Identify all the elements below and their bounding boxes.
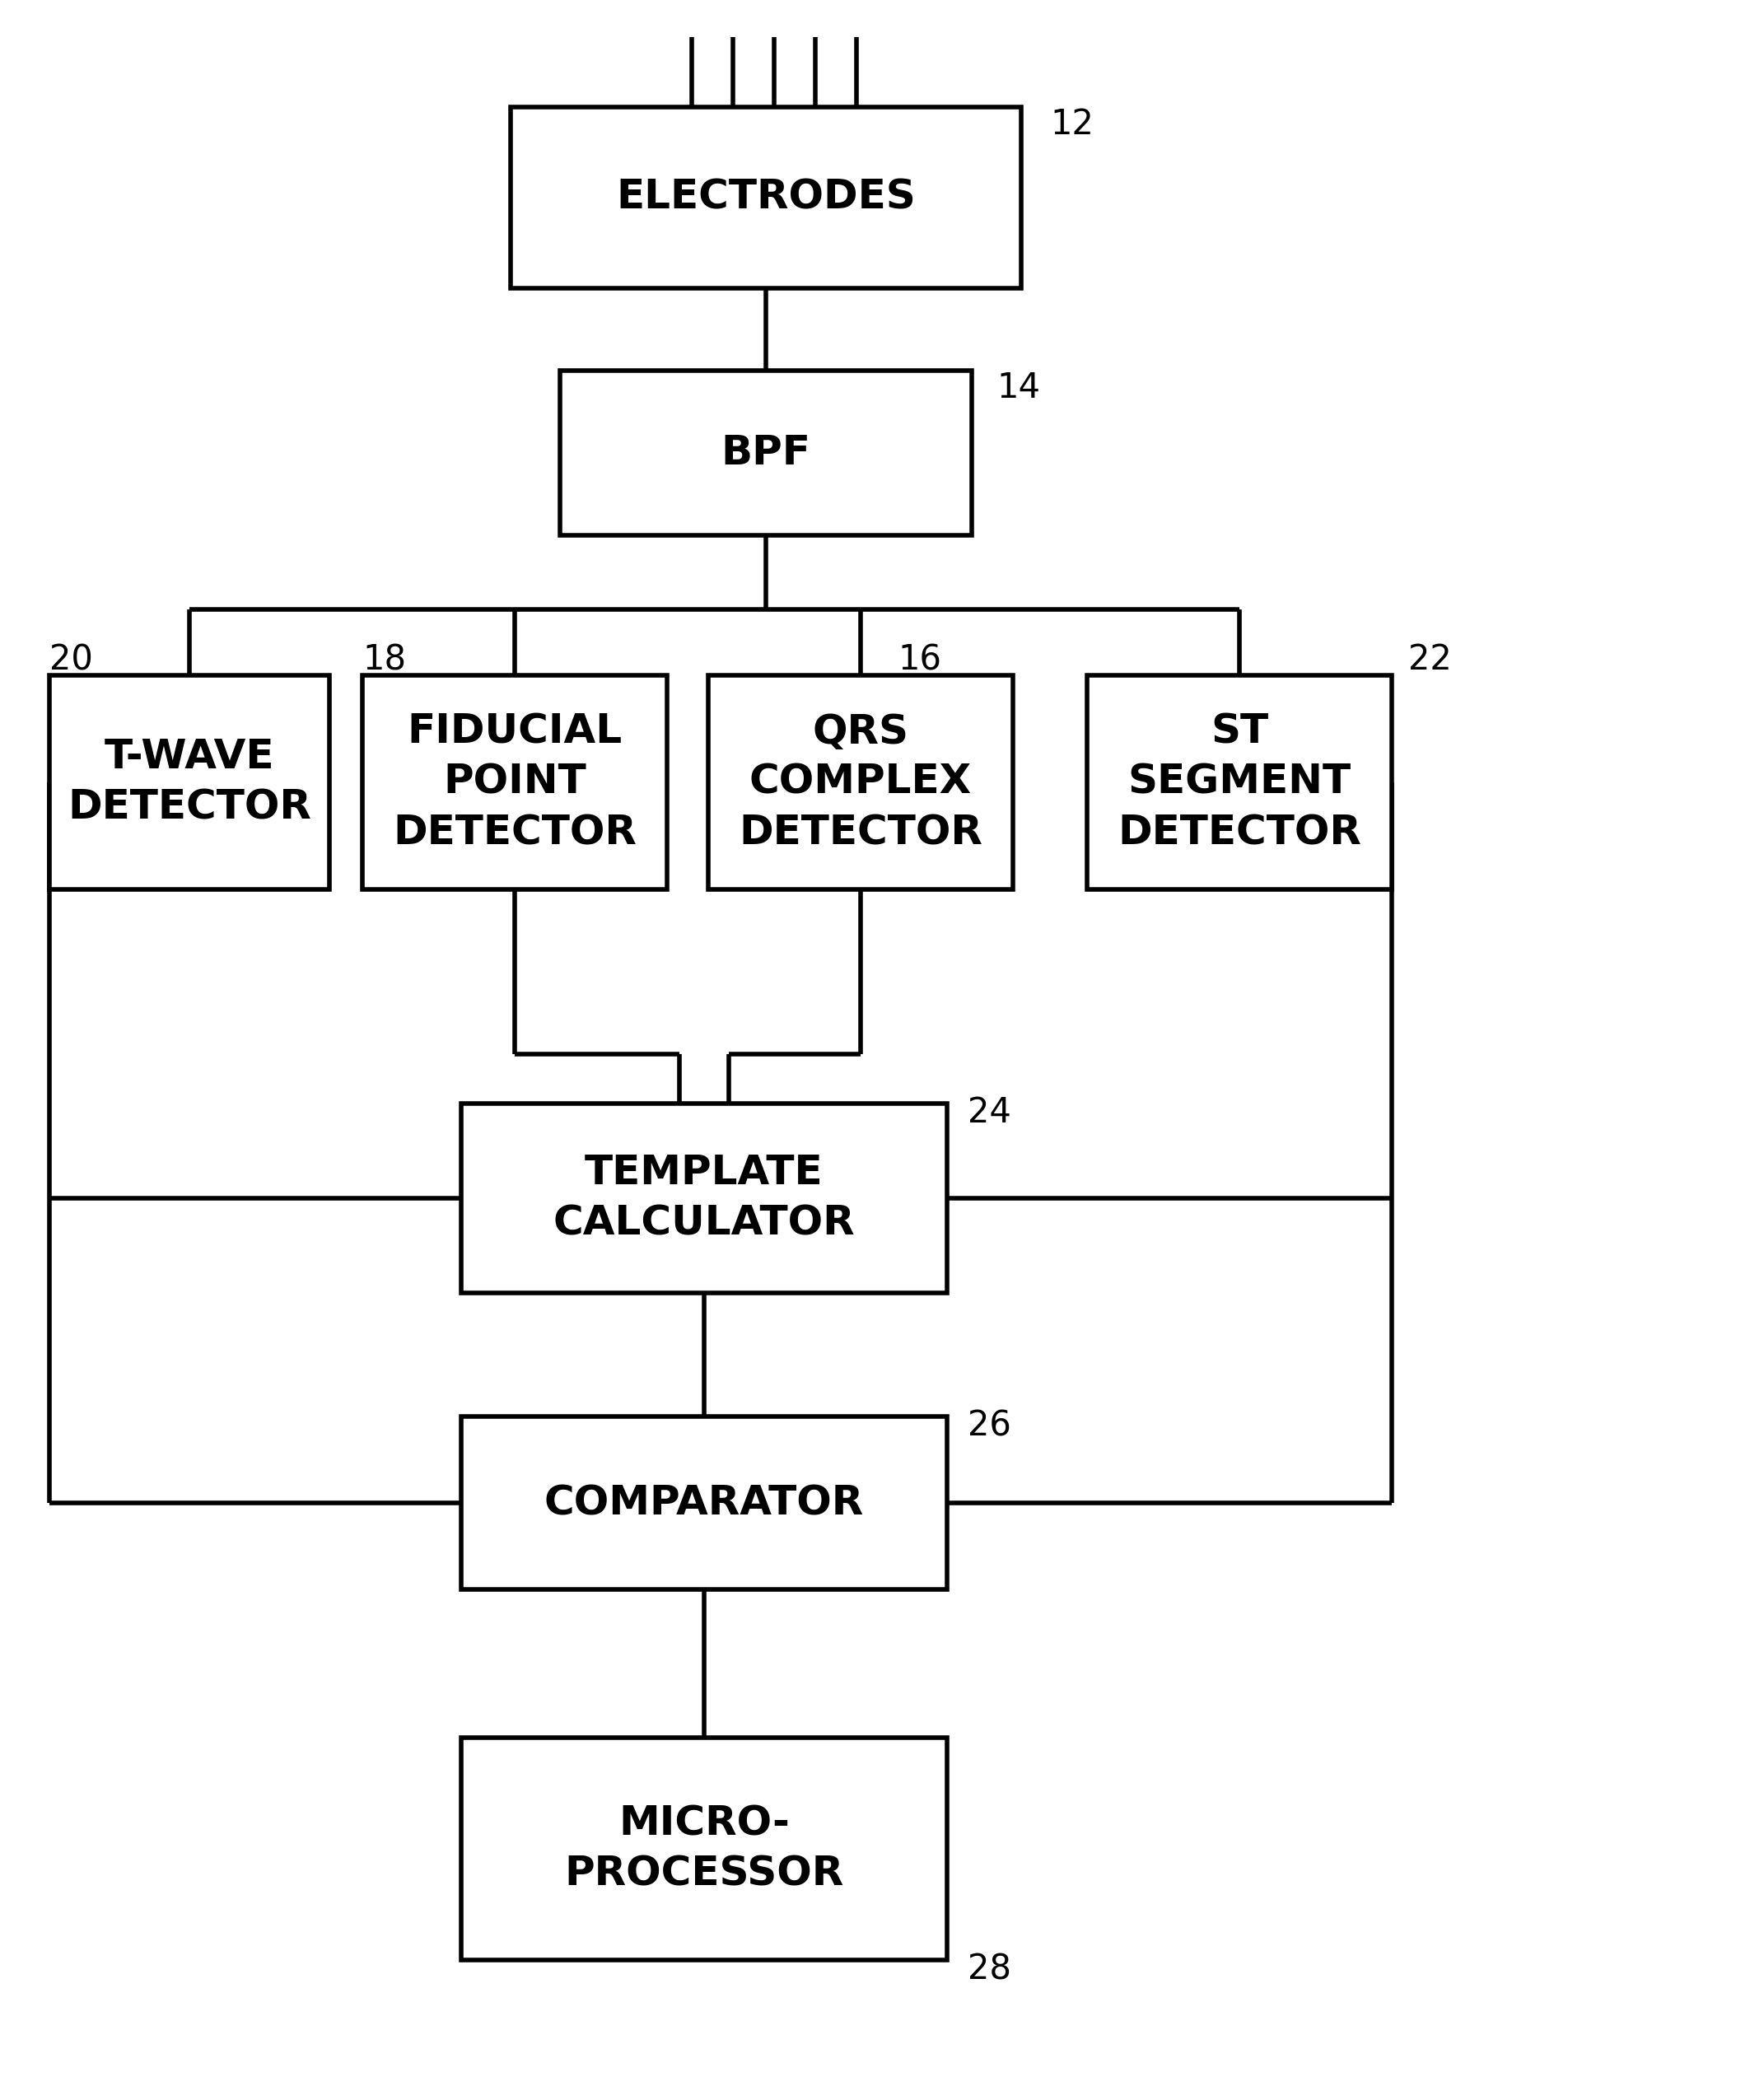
Bar: [462, 1737, 947, 1959]
Text: MICRO-
PROCESSOR: MICRO- PROCESSOR: [565, 1804, 844, 1894]
Text: FIDUCIAL
POINT
DETECTOR: FIDUCIAL POINT DETECTOR: [392, 712, 637, 853]
Text: 22: 22: [1409, 643, 1452, 676]
Text: 28: 28: [968, 1951, 1011, 1987]
Bar: [709, 676, 1013, 890]
Bar: [49, 676, 329, 890]
Bar: [511, 107, 1022, 288]
Text: ST
SEGMENT
DETECTOR: ST SEGMENT DETECTOR: [1118, 712, 1362, 853]
Text: 18: 18: [362, 643, 406, 676]
Text: 12: 12: [1050, 107, 1094, 141]
Bar: [560, 370, 971, 536]
Text: 16: 16: [898, 643, 942, 676]
Bar: [462, 1102, 947, 1294]
Bar: [462, 1418, 947, 1590]
Text: 24: 24: [968, 1096, 1011, 1130]
Text: QRS
COMPLEX
DETECTOR: QRS COMPLEX DETECTOR: [738, 712, 982, 853]
Text: COMPARATOR: COMPARATOR: [544, 1483, 864, 1522]
Text: TEMPLATE
CALCULATOR: TEMPLATE CALCULATOR: [553, 1153, 856, 1243]
Text: 14: 14: [996, 370, 1040, 405]
Text: T-WAVE
DETECTOR: T-WAVE DETECTOR: [68, 737, 311, 827]
Text: ELECTRODES: ELECTRODES: [616, 179, 915, 218]
Bar: [1087, 676, 1391, 890]
Text: 20: 20: [49, 643, 93, 676]
Bar: [362, 676, 667, 890]
Text: 26: 26: [968, 1409, 1011, 1443]
Text: BPF: BPF: [721, 433, 810, 472]
